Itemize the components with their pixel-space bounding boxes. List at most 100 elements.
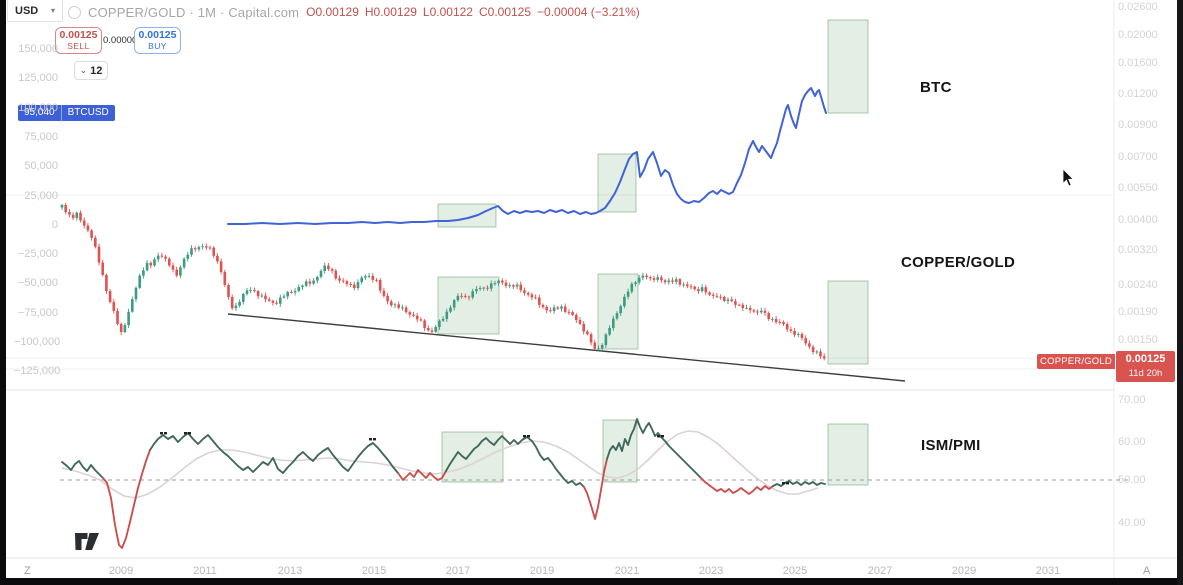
candle-body <box>519 284 523 291</box>
candle-body <box>341 280 345 282</box>
candle-body <box>145 262 149 271</box>
candle-body <box>201 246 204 248</box>
candle-body <box>249 289 252 291</box>
candle-body <box>730 299 733 302</box>
candle-body <box>578 320 582 324</box>
candle-body <box>785 323 789 330</box>
ism-line <box>445 435 585 488</box>
candle-body <box>101 262 104 275</box>
candle-body <box>438 320 441 327</box>
candle-body <box>652 278 656 280</box>
candle-body <box>449 307 452 312</box>
candle-body <box>190 248 193 255</box>
candle-body <box>734 301 737 305</box>
highlight-box <box>602 419 638 483</box>
caret-down-icon: ▾ <box>50 6 55 15</box>
candle-body <box>811 346 815 353</box>
symbol-title[interactable]: COPPER/GOLD · 1M · Capital.com <box>88 4 300 20</box>
btc-price: 95,040 <box>18 105 61 121</box>
candle-body <box>397 304 400 308</box>
candle-body <box>116 310 119 324</box>
candle-body <box>182 258 186 268</box>
candle-body <box>649 277 652 279</box>
ohlc-low: L0.00122 <box>422 5 473 19</box>
candle-body <box>360 277 363 283</box>
ism-line-below-50 <box>397 469 447 481</box>
candle-body <box>79 212 82 221</box>
candle-body <box>356 282 360 288</box>
candle-body <box>160 255 164 257</box>
candle-body <box>478 288 482 290</box>
ism-line-below-50 <box>102 449 151 549</box>
candle-body <box>216 255 219 262</box>
candle-body <box>697 289 700 292</box>
sell-button[interactable]: 0.00125 SELL <box>55 27 102 54</box>
time-axis-year-label: 2019 <box>529 565 555 577</box>
candle-body <box>767 313 770 320</box>
btc-price-badge[interactable]: 95,040 BTCUSD <box>18 105 115 121</box>
candle-body <box>689 286 693 288</box>
candle-body <box>64 205 67 213</box>
candle-body <box>504 282 508 286</box>
ism-line <box>61 460 104 479</box>
candle-body <box>193 248 197 250</box>
symbol-logo-icon <box>68 5 81 19</box>
buy-price: 0.00125 <box>138 28 177 41</box>
buy-button[interactable]: 0.00125 BUY <box>134 27 181 54</box>
copper-gold-price-badge: 0.00125 11d 20h <box>1116 351 1175 382</box>
candle-body <box>330 269 334 271</box>
candle-body <box>427 327 430 331</box>
candle-body <box>275 302 278 304</box>
candle-body <box>230 296 234 309</box>
candle-body <box>630 283 634 292</box>
candle-body <box>789 329 793 331</box>
candle-body <box>186 254 190 259</box>
ism-peak-mark <box>523 435 526 438</box>
auto-scale-letter-a[interactable]: A <box>1143 565 1151 577</box>
ism-line-below-50 <box>700 477 774 495</box>
ism-peak-mark <box>188 432 191 435</box>
candle-body <box>715 295 719 297</box>
ohlc-values: O0.00129 H0.00129 L0.00122 C0.00125 −0.00004… <box>306 5 646 19</box>
candle-body <box>748 307 752 311</box>
candle-body <box>371 275 375 280</box>
candle-body <box>234 305 238 309</box>
btc-line <box>227 87 827 225</box>
highlight-box <box>441 431 504 483</box>
candle-body <box>123 325 127 333</box>
candle-body <box>264 295 267 300</box>
candle-body <box>571 312 574 315</box>
ism-peak-mark <box>164 432 167 435</box>
ism-peak-mark <box>782 482 785 485</box>
candle-body <box>301 285 304 288</box>
sell-price: 0.00125 <box>59 28 98 41</box>
candle-body <box>523 290 526 293</box>
candle-body <box>86 225 90 231</box>
corner-letter-z: Z <box>24 565 31 577</box>
time-axis-year-label: 2015 <box>361 565 387 577</box>
candle-body <box>545 306 548 311</box>
candle-body <box>327 265 330 270</box>
candle-body <box>316 276 319 281</box>
candle-body <box>686 284 689 287</box>
candle-body <box>290 291 293 293</box>
candle-body <box>171 265 175 270</box>
candle-body <box>560 306 563 309</box>
candle-body <box>804 338 807 344</box>
candle-body <box>634 282 637 284</box>
candle-body <box>752 310 756 312</box>
candle-body <box>175 269 178 276</box>
interval-dropdown[interactable]: ⌄ 12 <box>74 61 108 80</box>
candle-body <box>430 330 434 332</box>
ism-peak-mark <box>184 432 187 435</box>
candle-body <box>501 280 504 283</box>
time-axis-year-label: 2013 <box>277 565 303 577</box>
candle-body <box>205 246 208 248</box>
candle-body <box>726 299 730 301</box>
ism-peak-mark <box>786 482 789 485</box>
candle-body <box>671 280 674 282</box>
currency-dropdown[interactable]: USD ▾ <box>7 0 63 22</box>
candle-body <box>460 295 463 297</box>
